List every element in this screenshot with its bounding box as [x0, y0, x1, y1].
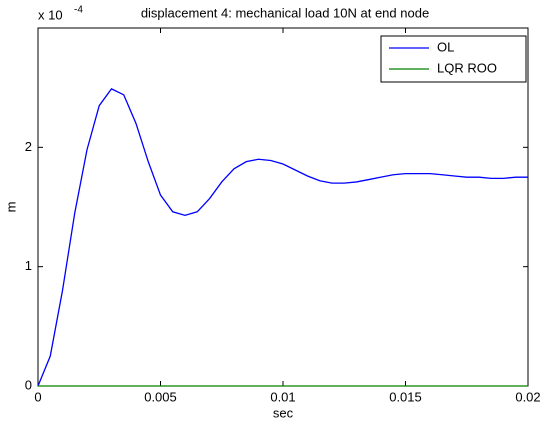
- x-tick-label: 0: [34, 389, 41, 404]
- legend-label: OL: [437, 39, 454, 54]
- y-exponent-power: -4: [74, 5, 83, 16]
- x-axis-label: sec: [273, 405, 294, 420]
- x-tick-label: 0.01: [270, 389, 295, 404]
- plot-area: [37, 27, 529, 387]
- y-exponent-base: x 10: [38, 7, 63, 22]
- y-axis-label: m: [3, 202, 18, 213]
- chart-title: displacement 4: mechanical load 10N at e…: [141, 5, 429, 20]
- y-tick-label: 2: [25, 139, 32, 154]
- legend-label: LQR ROO: [437, 60, 497, 75]
- y-tick-label: 1: [25, 258, 32, 273]
- x-tick-label: 0.015: [389, 389, 422, 404]
- legend-box: [380, 35, 527, 83]
- y-tick-label: 0: [25, 377, 32, 392]
- x-tick-label: 0.02: [515, 389, 540, 404]
- x-tick-label: 0.005: [144, 389, 177, 404]
- data-line: [37, 88, 528, 387]
